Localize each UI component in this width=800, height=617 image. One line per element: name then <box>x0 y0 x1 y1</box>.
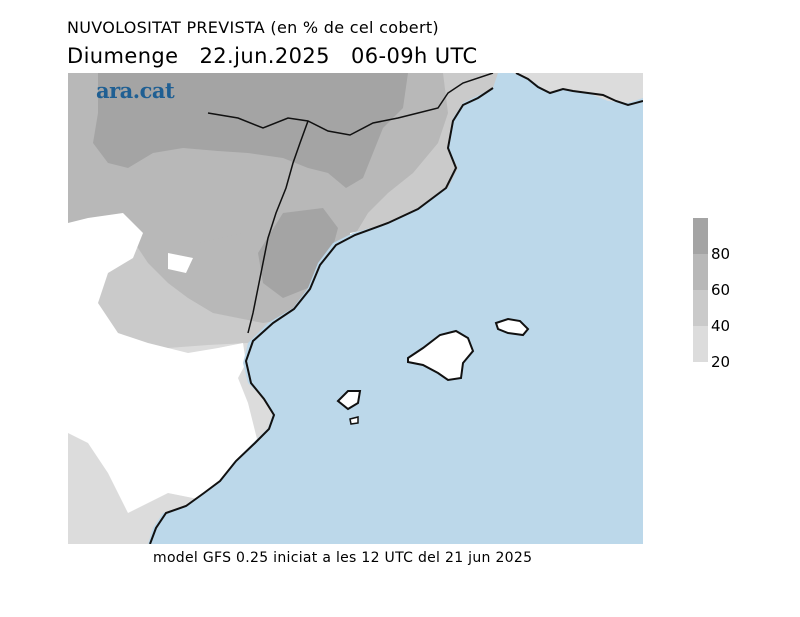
legend-label-60: 60 <box>711 281 731 299</box>
legend-swatch-80 <box>693 218 708 254</box>
map-canvas <box>68 73 643 544</box>
border-aragon-catalonia <box>247 120 309 334</box>
ara-cat-logo: ara.cat <box>96 78 175 103</box>
forecast-day: Diumenge <box>67 44 179 68</box>
forecast-period: Diumenge 22.jun.2025 06-09h UTC <box>67 44 492 68</box>
legend-label-40: 40 <box>711 317 731 335</box>
island-menorca <box>494 317 530 337</box>
coastline <box>149 73 643 544</box>
legend-label-80: 80 <box>711 245 731 263</box>
clear-sky-area <box>68 213 273 513</box>
forecast-time-range: 06-09h UTC <box>350 44 478 68</box>
legend-swatch-20 <box>693 326 708 362</box>
mediterranean-sea <box>148 73 643 544</box>
cloud-layer-80-100 <box>93 73 408 188</box>
map-title: NUVOLOSITAT PREVISTA (en % de cel cobert… <box>67 18 439 37</box>
cloud-cover-legend <box>693 218 708 362</box>
island-eivissa <box>336 390 362 411</box>
legend-swatch-40 <box>693 290 708 326</box>
island-mallorca <box>407 329 475 382</box>
cloud-cover-map <box>68 73 643 544</box>
clear-sky-area <box>168 253 193 273</box>
border-france-spain <box>207 73 494 136</box>
legend-label-20: 20 <box>711 353 731 371</box>
island-formentera <box>349 416 359 425</box>
forecast-date: 22.jun.2025 <box>199 44 330 68</box>
model-info: model GFS 0.25 iniciat a les 12 UTC del … <box>153 550 533 566</box>
legend-swatch-60 <box>693 254 708 290</box>
cloud-layer-60-80 <box>198 233 253 278</box>
cloud-layer-80-100 <box>258 208 338 298</box>
